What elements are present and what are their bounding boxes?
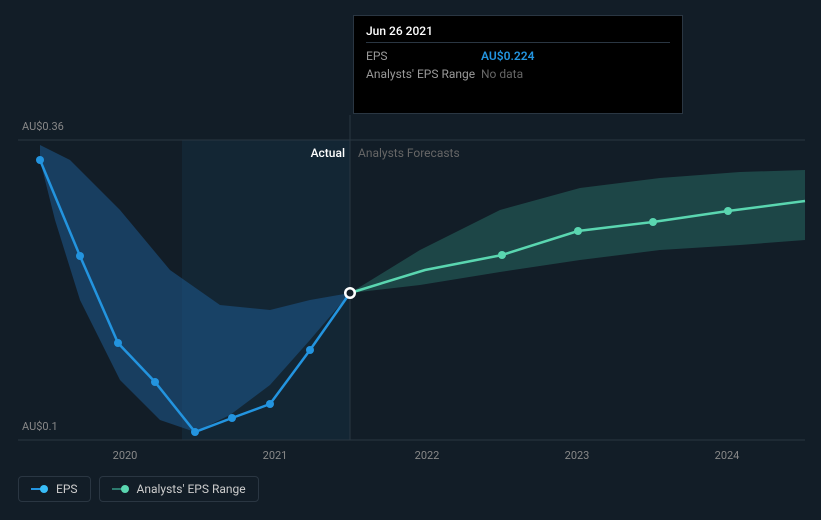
data-point[interactable]: [228, 414, 236, 422]
tooltip-date: Jun 26 2021: [366, 24, 670, 43]
tooltip-value: AU$0.224: [481, 49, 534, 63]
tooltip-row-range: Analysts' EPS Range No data: [366, 65, 670, 83]
x-tick-label: 2020: [113, 449, 138, 462]
data-point[interactable]: [574, 227, 582, 235]
tooltip-row-eps: EPS AU$0.224: [366, 47, 670, 65]
legend-label: Analysts' EPS Range: [137, 482, 246, 496]
data-point[interactable]: [114, 339, 122, 347]
data-point[interactable]: [76, 252, 84, 260]
data-point[interactable]: [36, 156, 44, 164]
data-point[interactable]: [266, 400, 274, 408]
hover-point-inner: [347, 290, 354, 297]
data-point[interactable]: [306, 346, 314, 354]
tooltip-label: Analysts' EPS Range: [366, 67, 481, 81]
y-tick-label-upper: AU$0.36: [22, 120, 64, 133]
legend-item-eps[interactable]: EPS: [18, 476, 91, 502]
x-tick-label: 2022: [415, 449, 440, 462]
legend-item-range[interactable]: Analysts' EPS Range: [99, 476, 259, 502]
x-tick-label: 2024: [715, 449, 740, 462]
y-tick-label-lower: AU$0.1: [22, 420, 58, 433]
data-point[interactable]: [191, 428, 199, 436]
section-label-forecast: Analysts Forecasts: [358, 146, 460, 160]
eps-chart: Jun 26 2021 EPS AU$0.224 Analysts' EPS R…: [0, 0, 821, 520]
tooltip-value: No data: [481, 67, 523, 81]
legend-label: EPS: [56, 482, 78, 496]
tooltip-label: EPS: [366, 49, 481, 63]
legend-swatch: [31, 485, 48, 493]
data-point[interactable]: [724, 207, 732, 215]
chart-legend: EPS Analysts' EPS Range: [18, 476, 259, 502]
data-point[interactable]: [151, 378, 159, 386]
section-label-actual: Actual: [311, 146, 345, 160]
legend-swatch: [112, 485, 129, 493]
data-point[interactable]: [649, 218, 657, 226]
x-tick-label: 2023: [565, 449, 590, 462]
data-point[interactable]: [498, 251, 506, 259]
x-tick-label: 2021: [263, 449, 288, 462]
chart-tooltip: Jun 26 2021 EPS AU$0.224 Analysts' EPS R…: [353, 15, 683, 114]
